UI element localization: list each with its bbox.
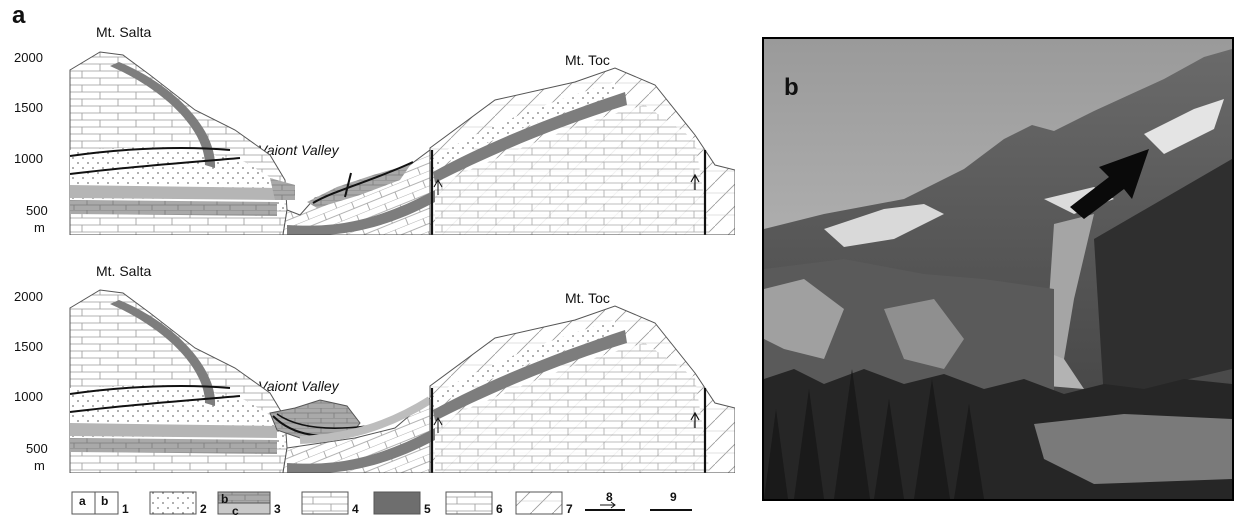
right-peak-label: Mt. Toc [565, 52, 610, 68]
y-tick-1000: 1000 [14, 151, 43, 166]
geologic-section-after [69, 289, 735, 473]
legend-num-6: 6 [496, 502, 503, 516]
legend-num-1: 1 [122, 502, 129, 516]
panel-b-letter: b [784, 74, 799, 101]
legend-sub-1a: a [79, 494, 86, 508]
valley-label: Vaiont Valley [258, 378, 339, 394]
left-peak-label: Mt. Salta [96, 263, 152, 279]
legend-swatch-8 [585, 501, 625, 511]
legend-num-3: 3 [274, 502, 281, 516]
valley-label: Vaiont Valley [258, 142, 339, 158]
legend-swatch-6 [445, 491, 493, 515]
y-tick-500: 500 [26, 441, 48, 456]
y-tick-2000: 2000 [14, 50, 43, 65]
legend-swatch-1 [71, 491, 119, 515]
y-tick-1000: 1000 [14, 389, 43, 404]
legend-num-8: 8 [606, 490, 613, 504]
photo-scene [764, 39, 1232, 499]
legend-num-7: 7 [566, 502, 573, 516]
legend-num-9: 9 [670, 490, 677, 504]
legend-swatch-4 [301, 491, 349, 515]
y-tick-1500: 1500 [14, 339, 43, 354]
y-tick-500: 500 [26, 203, 48, 218]
left-peak-label: Mt. Salta [96, 24, 152, 40]
right-peak-label: Mt. Toc [565, 290, 610, 306]
legend-num-2: 2 [200, 502, 207, 516]
panel-a-letter: a [12, 2, 26, 29]
legend-sub-3c: c [232, 504, 239, 518]
y-tick-2000: 2000 [14, 289, 43, 304]
y-unit: m [34, 220, 45, 235]
legend-sub-3b: b [221, 492, 229, 506]
y-unit: m [34, 458, 45, 473]
legend-sub-1b: b [101, 494, 109, 508]
legend-swatch-5 [373, 491, 421, 515]
geologic-section-before [69, 51, 735, 235]
legend-swatch-2 [149, 491, 197, 515]
legend-swatch-3 [217, 491, 271, 515]
legend-num-5: 5 [424, 502, 431, 516]
legend [71, 491, 692, 515]
legend-swatch-7 [515, 491, 563, 515]
y-tick-1500: 1500 [14, 100, 43, 115]
landslide-photograph: b [762, 37, 1234, 501]
arrow-icon [1070, 149, 1149, 219]
legend-num-4: 4 [352, 502, 359, 516]
